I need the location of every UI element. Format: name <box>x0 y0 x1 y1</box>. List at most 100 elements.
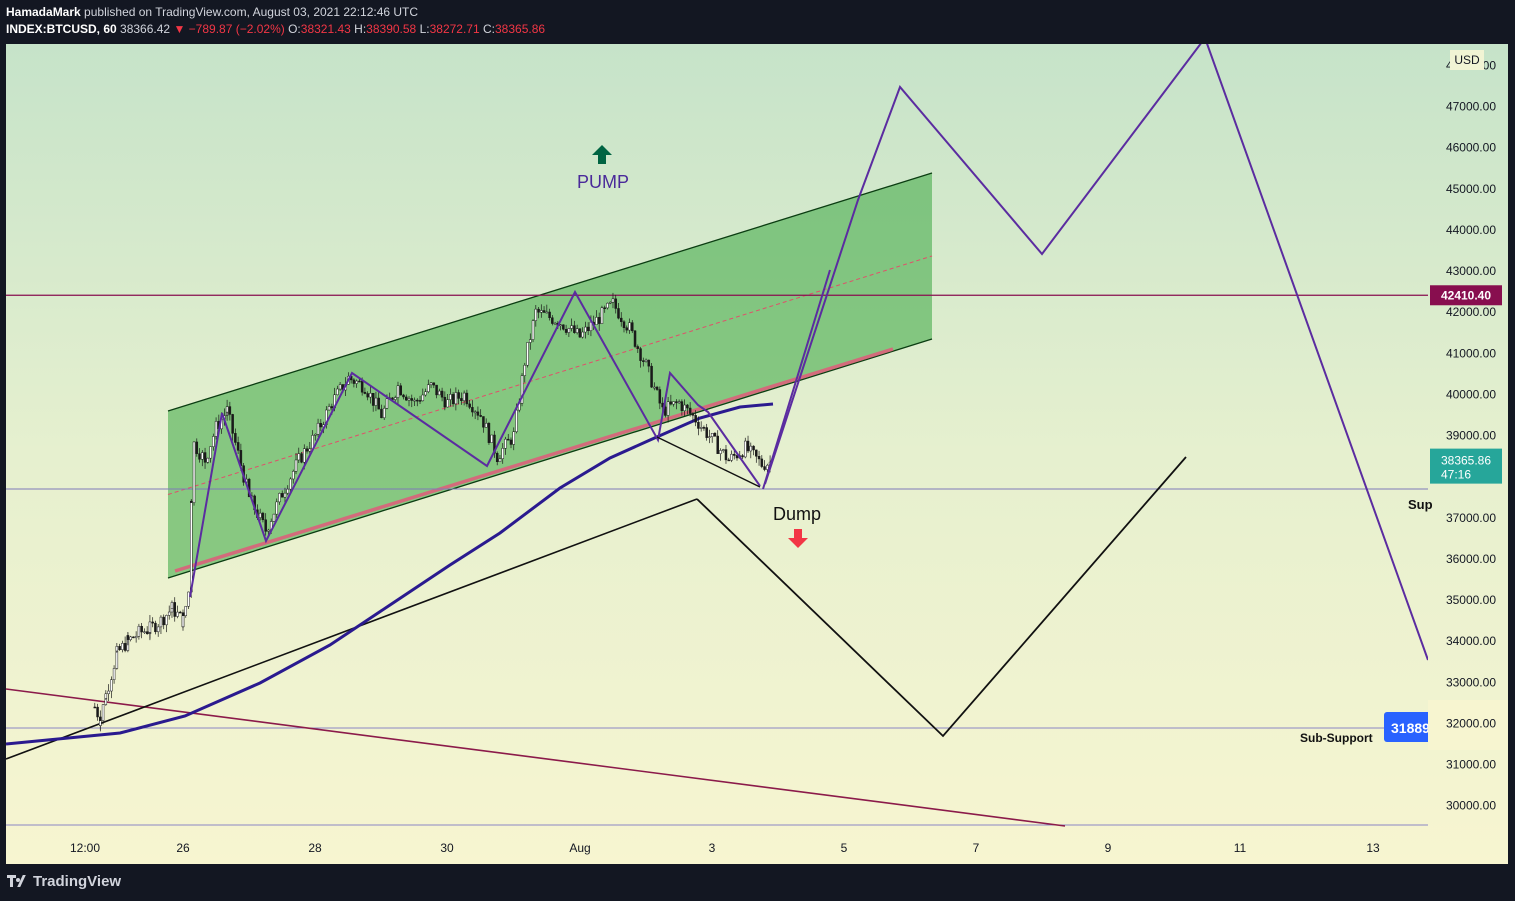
candle <box>504 438 507 449</box>
currency-badge <box>1450 50 1484 70</box>
candle <box>542 310 546 313</box>
publish-date: published on TradingView.com, August 03,… <box>84 5 419 19</box>
candle <box>374 397 378 406</box>
candle <box>644 359 648 362</box>
candle <box>300 453 303 463</box>
candle <box>192 441 196 503</box>
candle <box>744 440 747 458</box>
tv-logo-icon <box>7 874 29 889</box>
candle <box>137 625 141 637</box>
symbol-label[interactable]: INDEX:BTCUSD, 60 <box>6 22 117 36</box>
close-label: C: <box>483 22 495 36</box>
candle <box>675 401 678 404</box>
resistance-price-label: 42410.40 <box>1441 288 1491 302</box>
candle <box>479 415 482 417</box>
candle <box>710 433 714 437</box>
dump-arrow-icon <box>788 529 808 548</box>
candle <box>314 434 317 436</box>
price-tick-label: 37000.00 <box>1446 511 1496 525</box>
candle <box>129 636 132 640</box>
candle <box>363 391 367 394</box>
candle <box>355 380 358 384</box>
candle <box>520 375 524 404</box>
candle <box>413 399 416 402</box>
time-tick-label: 3 <box>709 841 716 855</box>
candle <box>760 458 764 467</box>
time-tick-label: Aug <box>569 841 590 855</box>
candle <box>460 398 463 401</box>
candle <box>206 457 210 463</box>
candle <box>429 382 433 386</box>
price-tick-label: 40000.00 <box>1446 387 1496 401</box>
candle <box>165 615 168 626</box>
candle <box>228 406 232 415</box>
candle <box>410 398 414 401</box>
candle <box>396 385 400 398</box>
candle <box>633 330 637 347</box>
candle <box>305 448 309 452</box>
candle <box>498 458 502 462</box>
candle <box>595 317 598 325</box>
candle <box>457 392 460 399</box>
candle <box>540 310 543 313</box>
candle <box>156 626 160 633</box>
candle <box>380 408 383 419</box>
author-name[interactable]: HamadaMark <box>6 5 81 19</box>
candle <box>316 422 320 435</box>
candle <box>407 398 411 401</box>
candle <box>531 320 535 340</box>
candle <box>432 382 436 386</box>
candle <box>752 445 755 451</box>
candle <box>421 394 425 402</box>
candle <box>515 409 518 432</box>
candle <box>352 379 356 384</box>
candle <box>187 591 190 607</box>
candle <box>730 453 733 461</box>
candle <box>553 322 557 325</box>
candle <box>584 326 587 333</box>
candle <box>369 393 372 398</box>
candle <box>694 415 697 423</box>
candle <box>471 407 474 413</box>
candle <box>134 636 138 639</box>
candle <box>680 401 684 411</box>
close-value: 38365.86 <box>495 22 546 36</box>
candle <box>405 396 408 401</box>
candle <box>209 446 212 459</box>
candle <box>212 436 215 447</box>
candle <box>190 500 193 503</box>
candle <box>664 406 667 416</box>
currency-label[interactable]: USD <box>1454 53 1480 67</box>
price-tick-label: 36000.00 <box>1446 552 1496 566</box>
candle <box>393 397 397 400</box>
sub-support-price-label: 31889 <box>1391 720 1430 736</box>
candle <box>190 500 193 593</box>
high-value: 38390.58 <box>366 22 417 36</box>
candle <box>559 324 562 327</box>
candle <box>327 406 331 411</box>
price-tick-label: 41000.00 <box>1446 346 1496 360</box>
candle <box>631 322 634 332</box>
candle <box>427 384 430 392</box>
candle <box>280 493 284 498</box>
candle <box>586 326 590 332</box>
candle <box>653 386 656 389</box>
current-price-label: 38365.86 <box>1441 454 1491 468</box>
candle <box>449 394 452 400</box>
sub-support-label: Sub-Support <box>1300 731 1373 745</box>
candle <box>234 433 237 443</box>
axis-mask <box>1428 700 1508 750</box>
candle <box>148 621 152 633</box>
candle <box>371 393 375 406</box>
tradingview-logo[interactable]: TradingView <box>7 873 121 890</box>
candle <box>724 449 728 461</box>
candle <box>416 399 419 402</box>
candle <box>104 693 108 699</box>
candle <box>655 386 659 390</box>
candle <box>628 322 631 331</box>
candle <box>170 602 174 609</box>
candle <box>545 311 549 314</box>
candle <box>666 401 670 416</box>
candle <box>319 422 323 428</box>
